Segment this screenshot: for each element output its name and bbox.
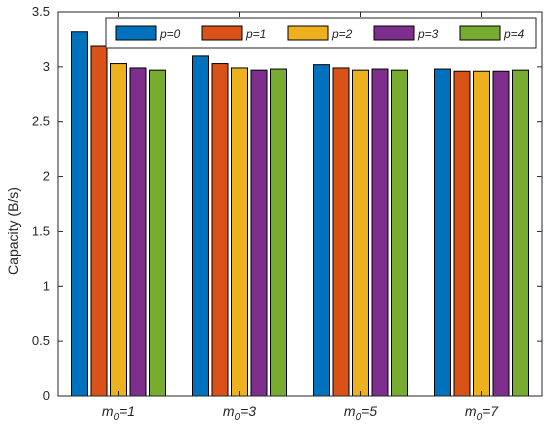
bar-p1-cat2 [332, 67, 350, 397]
legend: p=0 p=1 p=2 p=3 p=4 [105, 17, 537, 49]
y-axis-label: Capacity (B/s) [5, 187, 21, 275]
y-ticks-group: 0 0.5 1 1.5 2 2.5 3 3.5 [32, 4, 542, 403]
bar-p0-cat3 [434, 68, 451, 397]
y-tick-label: 0 [43, 388, 50, 403]
bar-p4-cat0 [149, 69, 166, 397]
bar-p2-cat3 [473, 70, 490, 397]
y-tick-label: 1.5 [32, 223, 50, 238]
bar-p3-cat1 [250, 69, 268, 397]
bar-p4-cat2 [391, 69, 408, 397]
legend-swatch [287, 25, 329, 41]
bars-group [71, 31, 529, 397]
legend-label: p=3 [417, 27, 439, 41]
x-tick-label: m0=1 [102, 403, 135, 423]
x-tick-label: m0=7 [465, 403, 499, 423]
x-tick-label: m0=5 [344, 403, 377, 423]
legend-label: p=1 [245, 27, 266, 41]
legend-swatch [459, 25, 501, 41]
x-tick-label: m0=3 [223, 403, 256, 423]
bar-p4-cat1 [270, 68, 287, 397]
plot-frame [57, 11, 543, 397]
bar-p2-cat2 [352, 69, 369, 397]
bar-p0-cat2 [313, 64, 330, 397]
bar-p1-cat0 [90, 45, 108, 397]
legend-swatch [115, 25, 157, 41]
y-tick-label: 2.5 [32, 114, 50, 129]
bar-p1-cat1 [211, 63, 229, 397]
bar-p4-cat3 [512, 69, 529, 397]
bar-p2-cat0 [110, 63, 127, 397]
bar-p3-cat2 [371, 68, 389, 397]
bar-p1-cat3 [453, 70, 471, 397]
legend-swatch [201, 25, 243, 41]
legend-label: p=2 [331, 27, 353, 41]
y-tick-label: 0.5 [32, 333, 50, 348]
bar-p3-cat3 [492, 70, 510, 397]
y-tick-label: 1 [43, 278, 50, 293]
bar-p2-cat1 [231, 67, 248, 397]
legend-label: p=0 [159, 27, 181, 41]
y-tick-label: 3.5 [32, 4, 50, 19]
legend-swatch [373, 25, 415, 41]
y-tick-label: 2 [43, 169, 50, 184]
bar-p0-cat0 [71, 31, 88, 397]
x-tick-labels-group: m0=1 m0=3 m0=5 m0=7 [102, 12, 499, 423]
bar-p0-cat1 [192, 55, 209, 397]
bar-p3-cat0 [129, 67, 147, 397]
legend-label: p=4 [503, 27, 525, 41]
y-tick-label: 3 [43, 59, 50, 74]
